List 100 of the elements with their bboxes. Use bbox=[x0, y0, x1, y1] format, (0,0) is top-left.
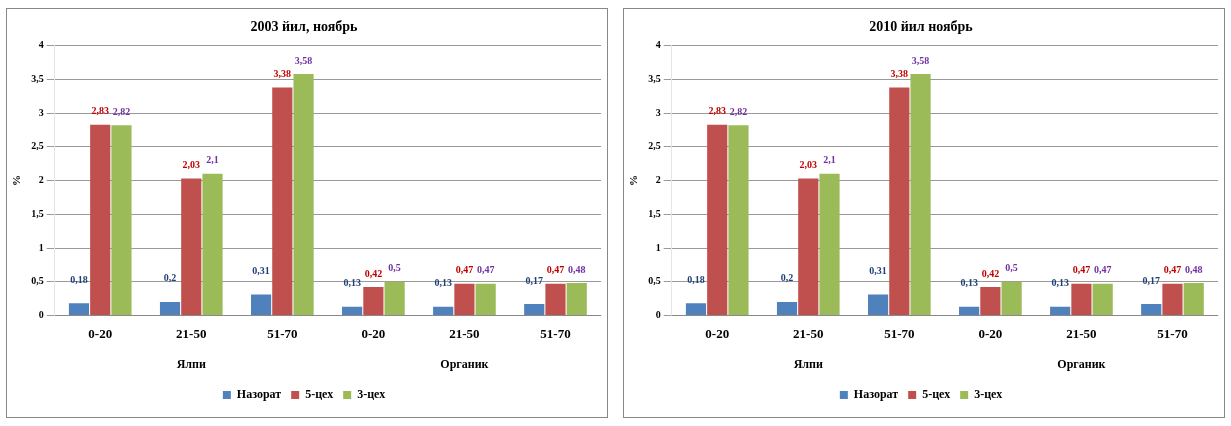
legend-label: Назорат bbox=[853, 387, 899, 402]
bar bbox=[475, 283, 496, 315]
data-label: 0,17 bbox=[1142, 274, 1160, 286]
y-axis-title: % bbox=[627, 175, 640, 187]
bar bbox=[342, 306, 363, 315]
data-label: 0,13 bbox=[960, 277, 978, 289]
y-tick-label: 1 bbox=[655, 241, 661, 253]
data-label: 0,5 bbox=[1005, 262, 1018, 274]
bar bbox=[728, 125, 749, 315]
data-label: 2,82 bbox=[729, 105, 748, 117]
x-tick-label: 51-70 bbox=[540, 325, 571, 341]
bar bbox=[910, 74, 931, 315]
bar bbox=[980, 287, 1001, 315]
data-label: 0,47 bbox=[455, 264, 474, 276]
y-tick-label: 1,5 bbox=[31, 207, 44, 219]
data-label: 0,47 bbox=[1093, 264, 1112, 276]
y-tick-label: 3,5 bbox=[648, 73, 661, 85]
bar bbox=[181, 178, 202, 315]
data-label: 2,82 bbox=[112, 105, 131, 117]
data-label: 0,2 bbox=[780, 272, 794, 284]
x-tick-label: 0-20 bbox=[978, 325, 1003, 341]
bar bbox=[384, 281, 405, 315]
text: Ялпи bbox=[793, 357, 823, 372]
data-label: 3,58 bbox=[911, 54, 930, 66]
chart-title: 2003 йил, ноябрь bbox=[250, 19, 359, 35]
data-label: 0,47 bbox=[1163, 264, 1182, 276]
y-axis-title: % bbox=[10, 175, 23, 187]
x-tick-label: 21-50 bbox=[793, 325, 824, 341]
bar bbox=[1141, 303, 1162, 315]
y-tick-label: 2,5 bbox=[31, 140, 44, 152]
bar bbox=[1001, 281, 1022, 315]
bar bbox=[293, 74, 314, 315]
data-label: 0,47 bbox=[546, 264, 565, 276]
data-label: 0,13 bbox=[434, 277, 452, 289]
data-label: 0,2 bbox=[163, 272, 177, 284]
x-tick-label: 21-50 bbox=[1066, 325, 1097, 341]
data-label: 0,13 bbox=[343, 277, 361, 289]
bar bbox=[363, 287, 384, 315]
bar bbox=[1092, 283, 1113, 315]
bar bbox=[1162, 283, 1183, 315]
data-label: 0,5 bbox=[388, 262, 401, 274]
x-tick-label: 0-20 bbox=[361, 325, 386, 341]
y-tick-label: 4 bbox=[655, 39, 661, 51]
bar bbox=[889, 87, 910, 315]
bar bbox=[707, 124, 728, 315]
x-tick-label: 21-50 bbox=[176, 325, 207, 341]
data-label: 2,1 bbox=[206, 154, 219, 166]
data-label: 2,83 bbox=[91, 105, 109, 117]
text: Органик bbox=[1057, 357, 1106, 372]
bar bbox=[959, 306, 980, 315]
data-label: 3,38 bbox=[890, 68, 909, 80]
data-label: 0,31 bbox=[252, 265, 270, 277]
data-label: 2,03 bbox=[182, 159, 201, 171]
y-tick-label: 0,5 bbox=[648, 275, 661, 287]
bar bbox=[819, 173, 840, 315]
bar bbox=[159, 301, 181, 315]
legend-label: 3-цех bbox=[357, 387, 386, 402]
x-tick-label: 51-70 bbox=[884, 325, 915, 341]
bar bbox=[776, 301, 798, 315]
bar bbox=[798, 178, 819, 315]
bar bbox=[202, 173, 223, 315]
y-tick-label: 0,5 bbox=[31, 275, 44, 287]
y-tick-label: 3,5 bbox=[31, 73, 44, 85]
y-tick-label: 3 bbox=[655, 106, 661, 118]
y-tick-label: 0 bbox=[655, 308, 661, 320]
bar bbox=[1183, 283, 1204, 315]
x-tick-label: 0-20 bbox=[88, 325, 113, 341]
x-tick-label: 0-20 bbox=[705, 325, 730, 341]
legend-label: Назорат bbox=[236, 387, 282, 402]
data-label: 3,58 bbox=[294, 54, 313, 66]
y-tick-label: 2 bbox=[38, 174, 44, 186]
data-label: 2,03 bbox=[799, 159, 818, 171]
bar bbox=[433, 306, 454, 315]
data-label: 0,48 bbox=[1184, 263, 1203, 275]
bar bbox=[685, 303, 707, 315]
data-label: 0,31 bbox=[869, 265, 887, 277]
y-tick-label: 2 bbox=[655, 174, 661, 186]
data-label: 2,1 bbox=[823, 154, 836, 166]
bar bbox=[566, 283, 587, 315]
data-label: 3,38 bbox=[273, 68, 292, 80]
y-tick-label: 2,5 bbox=[648, 140, 661, 152]
y-tick-label: 3 bbox=[38, 106, 44, 118]
text: Органик bbox=[440, 357, 489, 372]
data-label: 0,17 bbox=[525, 274, 543, 286]
data-label: 2,83 bbox=[708, 105, 726, 117]
data-label: 0,42 bbox=[364, 267, 383, 279]
bar bbox=[250, 294, 272, 315]
data-label: 0,47 bbox=[1072, 264, 1091, 276]
chart-title: 2010 йил ноябрь bbox=[869, 19, 974, 35]
x-tick-label: 51-70 bbox=[267, 325, 298, 341]
data-label: 0,42 bbox=[981, 267, 1000, 279]
data-label: 0,13 bbox=[1051, 277, 1069, 289]
x-tick-label: 51-70 bbox=[1157, 325, 1188, 341]
x-tick-label: 21-50 bbox=[449, 325, 480, 341]
y-tick-label: 1 bbox=[38, 241, 44, 253]
legend-label: 5-цех bbox=[305, 387, 334, 402]
bar bbox=[272, 87, 293, 315]
bar bbox=[1071, 283, 1092, 315]
bar bbox=[1050, 306, 1071, 315]
y-tick-label: 4 bbox=[38, 39, 44, 51]
